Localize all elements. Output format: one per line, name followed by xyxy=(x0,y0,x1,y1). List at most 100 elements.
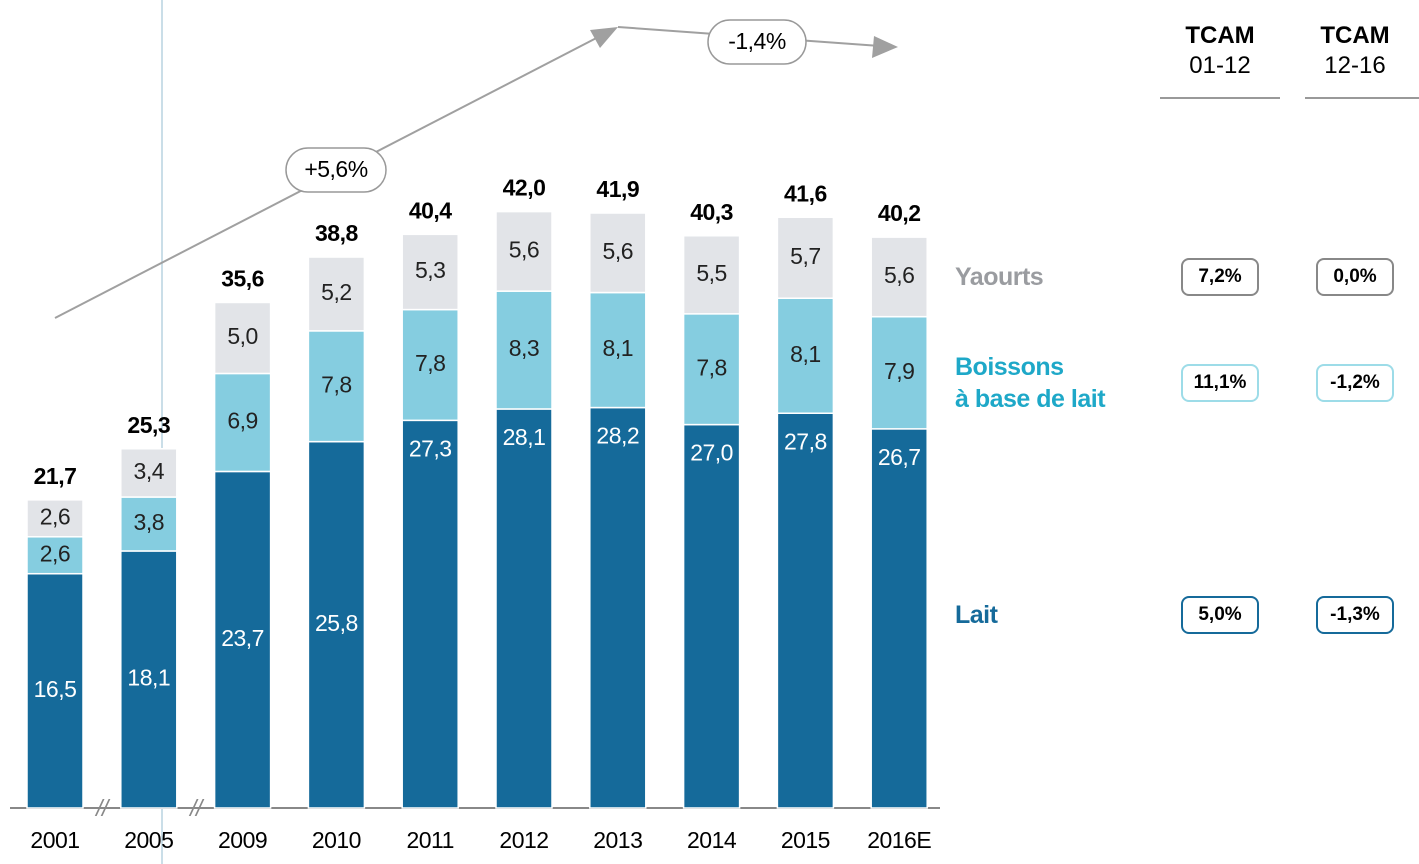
total-label: 25,3 xyxy=(127,412,170,438)
value-label: 2,6 xyxy=(40,540,70,566)
legend-label: Boissons à base de lait xyxy=(955,353,1106,413)
tcam-value: 0,0% xyxy=(1316,258,1394,296)
total-label: 40,2 xyxy=(878,200,921,226)
annotation: +5,6% xyxy=(304,156,367,182)
value-label: 7,8 xyxy=(321,371,351,397)
value-label: 16,5 xyxy=(34,676,77,702)
value-label: 5,6 xyxy=(884,262,914,288)
value-label: 7,9 xyxy=(884,358,914,384)
value-label: 27,8 xyxy=(784,428,827,454)
x-tick-label: 2016E xyxy=(867,827,931,853)
tcam-value: 7,2% xyxy=(1181,258,1259,296)
value-label: 8,1 xyxy=(603,335,633,361)
bar-segment xyxy=(120,447,178,498)
value-label: 3,8 xyxy=(134,509,164,535)
tcam-value: -1,2% xyxy=(1316,364,1394,402)
bar-segment xyxy=(495,210,553,292)
tcam-title: TCAM xyxy=(1185,22,1255,49)
x-tick-label: 2009 xyxy=(218,827,267,853)
value-label: 5,6 xyxy=(509,236,539,262)
bar-segment xyxy=(870,315,928,430)
tcam-title: TCAM xyxy=(1320,22,1390,49)
bar-segment xyxy=(682,313,741,426)
bar-segment xyxy=(495,290,553,410)
bar-segment xyxy=(120,550,178,809)
bar-segment xyxy=(589,291,647,409)
bar-segment xyxy=(26,499,84,538)
bar-segment xyxy=(589,212,647,294)
value-label: 5,3 xyxy=(415,257,445,283)
total-label: 21,7 xyxy=(34,463,77,489)
tcam-period: 12-16 xyxy=(1324,52,1386,79)
axis-break: // xyxy=(94,795,111,821)
bar-segment xyxy=(401,419,459,809)
value-label: 5,6 xyxy=(603,238,633,264)
bar-segment xyxy=(776,412,835,809)
value-label: 18,1 xyxy=(127,665,170,691)
bar-segment xyxy=(307,256,366,332)
x-tick-label: 2012 xyxy=(499,827,548,853)
total-label: 40,3 xyxy=(690,199,733,225)
x-tick-label: 2014 xyxy=(687,827,737,853)
value-label: 26,7 xyxy=(878,444,921,470)
arrow-head xyxy=(590,27,618,48)
x-tick-label: 2015 xyxy=(781,827,830,853)
bar-segment xyxy=(870,428,928,809)
bar-segment xyxy=(213,372,272,473)
bar-segment xyxy=(682,234,741,315)
bar-segment xyxy=(213,301,272,375)
value-label: 5,5 xyxy=(696,260,726,286)
value-label: 8,1 xyxy=(790,341,820,367)
value-label: 28,1 xyxy=(503,424,546,450)
value-label: 3,4 xyxy=(134,458,165,484)
value-label: 27,0 xyxy=(690,440,733,466)
value-label: 2,6 xyxy=(40,503,70,529)
bar-segment xyxy=(26,572,84,809)
bar-segment xyxy=(589,406,647,809)
total-label: 38,8 xyxy=(315,220,358,246)
bar-segment xyxy=(870,236,928,318)
bar-segment xyxy=(776,216,835,299)
value-label: 27,3 xyxy=(409,435,452,461)
tcam-rule xyxy=(1305,97,1419,99)
bar-segment xyxy=(401,233,459,311)
total-label: 41,9 xyxy=(596,176,639,202)
legend-label: Yaourts xyxy=(955,263,1044,291)
total-label: 41,6 xyxy=(784,180,827,206)
bar-segment xyxy=(120,496,178,552)
total-label: 40,4 xyxy=(409,197,452,223)
x-tick-label: 2011 xyxy=(406,827,453,853)
value-label: 6,9 xyxy=(227,408,257,434)
value-label: 5,0 xyxy=(227,323,257,349)
bar-segment xyxy=(495,408,553,809)
value-label: 5,2 xyxy=(321,279,351,305)
arrow-head xyxy=(872,36,898,58)
bar-segment xyxy=(307,330,366,443)
tcam-value: 11,1% xyxy=(1181,364,1259,402)
value-label: 8,3 xyxy=(509,335,539,361)
bar-segment xyxy=(776,297,835,414)
annotation-box xyxy=(285,147,387,193)
tcam-value: -1,3% xyxy=(1316,596,1394,634)
value-label: 7,8 xyxy=(696,354,726,380)
annotation-box xyxy=(707,19,807,65)
value-label: 7,8 xyxy=(415,350,445,376)
legend-label: Lait xyxy=(955,601,998,629)
value-label: 23,7 xyxy=(221,625,264,651)
value-label: 25,8 xyxy=(315,610,358,636)
x-tick-label: 2010 xyxy=(312,827,361,853)
annotation: -1,4% xyxy=(728,28,786,54)
tcam-period: 01-12 xyxy=(1189,52,1251,79)
tcam-value: 5,0% xyxy=(1181,596,1259,634)
x-tick-label: 2001 xyxy=(30,827,79,853)
x-tick-label: 2013 xyxy=(593,827,642,853)
total-label: 42,0 xyxy=(503,175,546,201)
x-tick-label: 2005 xyxy=(124,827,173,853)
total-label: 35,6 xyxy=(221,266,264,292)
bar-segment xyxy=(682,423,741,809)
bar-segment xyxy=(401,308,459,422)
value-label: 5,7 xyxy=(790,243,820,269)
value-label: 28,2 xyxy=(596,423,639,449)
